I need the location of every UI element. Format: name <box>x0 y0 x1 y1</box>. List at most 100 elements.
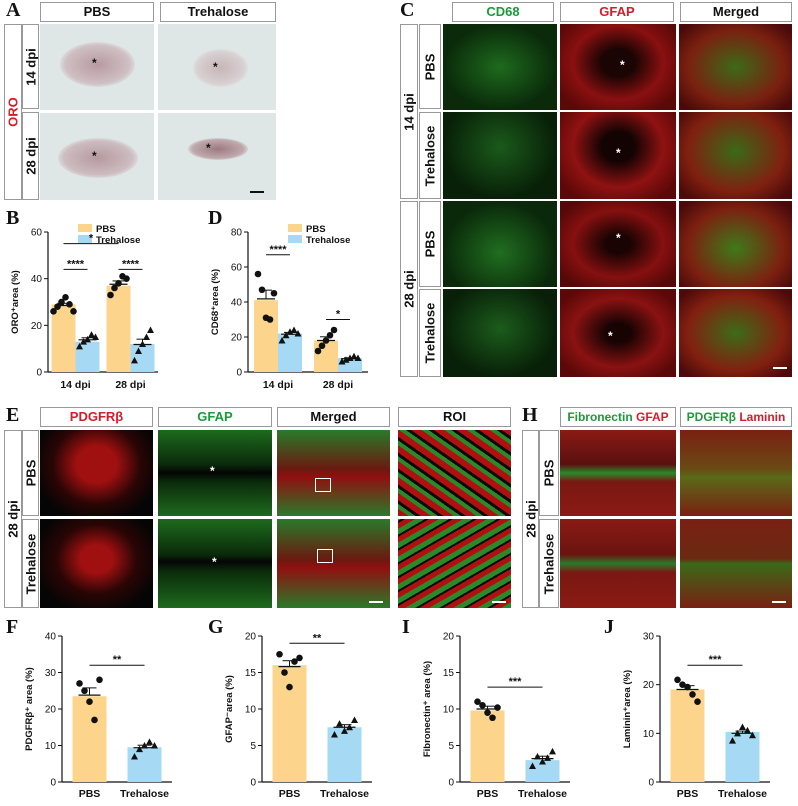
col-header-roi: ROI <box>398 407 511 427</box>
merged-image-pbs-28dpi <box>679 201 792 287</box>
group-header-e: 28 dpi <box>4 430 22 608</box>
data-point <box>739 723 746 731</box>
fibronectin-gfap-image-trehalose <box>560 519 676 608</box>
data-point <box>84 335 91 343</box>
significance-label: * <box>89 233 94 245</box>
pdgfrb-label: PDGFRβ <box>686 410 736 424</box>
data-point <box>544 754 551 761</box>
data-point <box>689 691 696 698</box>
data-point <box>254 270 262 278</box>
y-tick-label: 30 <box>643 632 655 643</box>
col-header-pbs: PBS <box>40 2 154 22</box>
bar-pbs <box>254 300 278 372</box>
data-point <box>146 738 153 745</box>
data-point <box>674 676 681 684</box>
bar-pbs <box>314 340 338 372</box>
data-point <box>147 326 154 333</box>
x-tick-label: PBS <box>79 788 101 800</box>
col-header-trehalose: Trehalose <box>160 2 276 22</box>
pdgfrb-laminin-image-pbs <box>680 430 792 516</box>
chart-j: 0 10 20 30 Laminin⁺area (%) PBS Trehalose *** <box>622 632 770 800</box>
data-point <box>749 731 756 739</box>
pdgfrb-laminin-image-trehalose <box>680 519 792 608</box>
chart-b: 0 20 40 60 ORO⁺area (%) 14 dpi 28 dpi PBSTrehal… <box>10 224 158 391</box>
col-header-merged-e: Merged <box>277 407 390 427</box>
data-point <box>489 714 496 722</box>
data-point <box>123 275 130 282</box>
data-point <box>286 328 294 335</box>
data-point <box>318 342 326 350</box>
significance-label: ** <box>313 632 322 644</box>
y-tick-label: 20 <box>443 632 455 643</box>
bar-trehalose <box>127 747 162 782</box>
scale-bar <box>772 601 786 603</box>
data-point <box>346 354 354 361</box>
merged-image-pbs-e <box>277 430 390 516</box>
legend-swatch <box>78 235 92 243</box>
x-tick-label: PBS <box>677 788 699 800</box>
panel-label-g: G <box>208 616 224 638</box>
panel-label-b: B <box>6 207 20 229</box>
legend-label: Trehalose <box>306 235 350 246</box>
y-tick-label: 20 <box>231 333 243 344</box>
group-header-14dpi: 14 dpi <box>400 24 418 199</box>
fibronectin-label: Fibronectin <box>567 410 633 424</box>
chart-f: 0 10 20 30 40 PDGFRβ⁺ area (%) PBS Trehalose ** <box>24 632 172 800</box>
data-point <box>81 687 88 695</box>
legend-label: Trehalose <box>96 235 140 246</box>
x-tick-label: 14 dpi <box>60 379 90 391</box>
row-header-e1: PBS <box>22 430 39 516</box>
cd68-image-pbs-28dpi <box>443 201 557 287</box>
data-point <box>350 352 358 360</box>
col-header-cd68: CD68 <box>452 2 554 22</box>
row-header-h1: PBS <box>539 430 559 516</box>
y-axis-label: ORO⁺area (%) <box>10 270 21 334</box>
data-point <box>342 356 350 363</box>
lesion-asterisk: * <box>212 555 217 569</box>
col-header-pdgfrb-laminin: PDGFRβ Laminin <box>680 407 792 427</box>
data-point <box>484 709 491 716</box>
data-point <box>88 331 95 338</box>
cd68-image-pbs-14dpi <box>443 24 557 110</box>
y-axis-label: Fibronectin⁺ area (%) <box>422 661 433 757</box>
row-header-28dpi: 28 dpi <box>22 112 39 200</box>
x-tick-label: Trehalose <box>518 788 567 800</box>
y-tick-label: 10 <box>45 741 57 752</box>
data-point <box>131 752 138 760</box>
data-point <box>91 716 98 724</box>
data-point <box>62 294 69 301</box>
data-point <box>86 698 93 705</box>
cd68-image-trehalose-14dpi <box>443 112 557 199</box>
data-point <box>296 654 303 662</box>
oro-image-trehalose-14dpi: * <box>158 24 276 110</box>
row-label: Trehalose <box>23 533 38 594</box>
y-tick-label: 40 <box>45 632 57 643</box>
y-tick-label: 20 <box>245 632 257 643</box>
data-point <box>494 704 501 711</box>
chart-d: 0 20 40 60 80 CD68⁺area (%) 14 dpi 28 dpi PBSTre… <box>210 224 368 391</box>
y-tick-label: 0 <box>448 778 454 789</box>
group-label-28dpi: 28 dpi <box>5 500 21 538</box>
data-point <box>351 716 358 723</box>
scale-bar <box>492 601 506 603</box>
gfap-image-trehalose-28dpi: * <box>560 289 676 377</box>
row-label: PBS <box>23 459 38 487</box>
data-point <box>96 676 103 684</box>
y-tick-label: 5 <box>250 741 256 752</box>
lesion-asterisk: * <box>92 149 97 163</box>
y-tick-label: 0 <box>50 778 56 789</box>
lesion-asterisk: * <box>210 464 215 478</box>
y-tick-label: 20 <box>643 680 655 691</box>
oro-label: ORO <box>5 97 21 127</box>
data-point <box>266 316 274 323</box>
y-axis-label: GFAP⁻area (%) <box>224 675 235 743</box>
data-point <box>66 301 73 308</box>
merged-image-trehalose-e <box>277 519 390 608</box>
data-point <box>107 291 114 299</box>
group-label-28dpi: 28 dpi <box>523 500 538 538</box>
y-tick-label: 60 <box>231 263 243 274</box>
data-point <box>151 742 158 749</box>
data-point <box>734 729 741 737</box>
y-tick-label: 0 <box>36 368 42 379</box>
lesion-asterisk: * <box>616 146 621 160</box>
